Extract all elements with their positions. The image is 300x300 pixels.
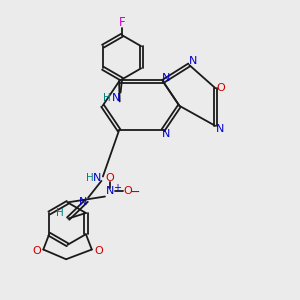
Text: N: N <box>106 186 114 196</box>
Text: O: O <box>32 246 41 256</box>
Text: +: + <box>113 183 121 193</box>
Text: N: N <box>93 173 101 183</box>
Text: −: − <box>130 186 140 199</box>
Text: N: N <box>79 196 87 206</box>
Text: O: O <box>94 246 103 256</box>
Text: N: N <box>216 124 224 134</box>
Text: N: N <box>162 73 171 82</box>
Text: N: N <box>162 129 171 139</box>
Text: H: H <box>103 94 111 103</box>
Text: N: N <box>112 94 120 103</box>
Text: N: N <box>189 56 197 66</box>
Text: H: H <box>56 208 64 218</box>
Text: O: O <box>216 83 225 93</box>
Text: O: O <box>124 186 132 196</box>
Text: H: H <box>86 173 94 183</box>
Text: F: F <box>119 16 125 29</box>
Text: O: O <box>106 173 115 183</box>
